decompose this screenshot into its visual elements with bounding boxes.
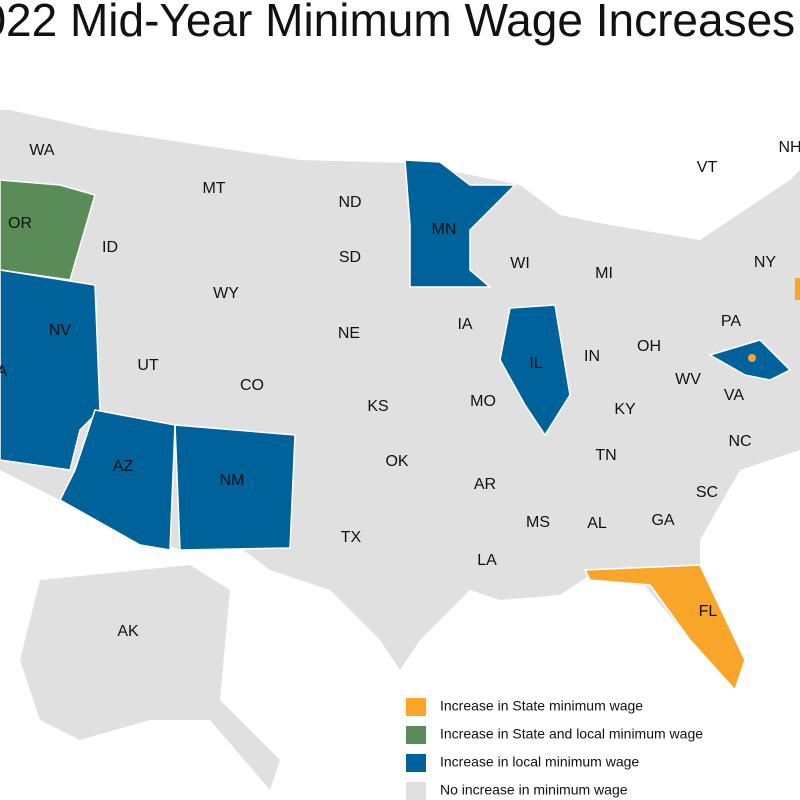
state-label: UT: [137, 357, 159, 374]
state-label: IA: [457, 316, 472, 333]
state-label: NV: [49, 322, 72, 339]
state-label: WI: [510, 255, 530, 272]
alaska: [20, 565, 280, 790]
legend-swatch: [406, 754, 426, 772]
legend-label: Increase in State minimum wage: [440, 698, 643, 714]
state-label: LA: [477, 552, 497, 569]
state-label: MS: [526, 514, 550, 531]
legend-swatch: [406, 726, 426, 744]
state-label: VT: [697, 159, 718, 176]
state-label: NY: [754, 254, 777, 271]
state-label: WY: [213, 285, 239, 302]
legend-swatch: [406, 698, 426, 716]
state-label: AR: [474, 476, 496, 493]
region-shape: [499, 304, 571, 437]
state-label: OR: [8, 215, 32, 232]
state-label: KY: [614, 401, 636, 418]
state-label: MN: [432, 221, 457, 238]
region-shape: [583, 564, 746, 692]
state-label: NM: [220, 472, 245, 489]
legend-swatch: [406, 782, 426, 800]
state-label: WV: [675, 371, 701, 388]
state-label: ID: [102, 239, 118, 256]
region-shape: [748, 354, 756, 362]
state-label: CO: [240, 377, 264, 394]
state-label: FL: [699, 603, 718, 620]
state-label: NC: [728, 433, 751, 450]
state-label: KS: [367, 398, 388, 415]
state-label: AZ: [113, 458, 134, 475]
legend-label: Increase in State and local minimum wage: [440, 726, 703, 742]
state-label: NH: [778, 139, 800, 156]
state-label: SD: [339, 249, 361, 266]
region-shape: [174, 424, 296, 551]
state-label: TX: [341, 529, 362, 546]
region-shape: [0, 269, 101, 471]
state-label: OK: [385, 453, 408, 470]
state-label: ND: [338, 194, 361, 211]
region-shape: [795, 278, 800, 300]
land: [0, 110, 800, 790]
state-label: MT: [202, 180, 225, 197]
region-shape: [0, 179, 96, 281]
state-label: GA: [651, 512, 674, 529]
legend-label: Increase in local minimum wage: [440, 754, 639, 770]
state-label: AL: [587, 515, 607, 532]
state-label: TN: [595, 447, 616, 464]
state-label: AK: [117, 623, 139, 640]
region-shape: [404, 159, 517, 288]
state-label: VA: [724, 387, 744, 404]
state-label: WA: [29, 142, 55, 159]
state-label: PA: [721, 313, 741, 330]
legend-label: No increase in minimum wage: [440, 782, 628, 798]
state-label: MI: [595, 265, 613, 282]
state-label: CA: [0, 363, 7, 380]
state-label: MO: [470, 393, 496, 410]
map-title: 2022 Mid-Year Minimum Wage Increases: [0, 0, 795, 46]
state-label: IL: [529, 355, 542, 372]
state-label: NE: [338, 325, 360, 342]
state-label: OH: [637, 338, 661, 355]
state-label: IN: [584, 348, 600, 365]
state-label: SC: [696, 484, 718, 501]
